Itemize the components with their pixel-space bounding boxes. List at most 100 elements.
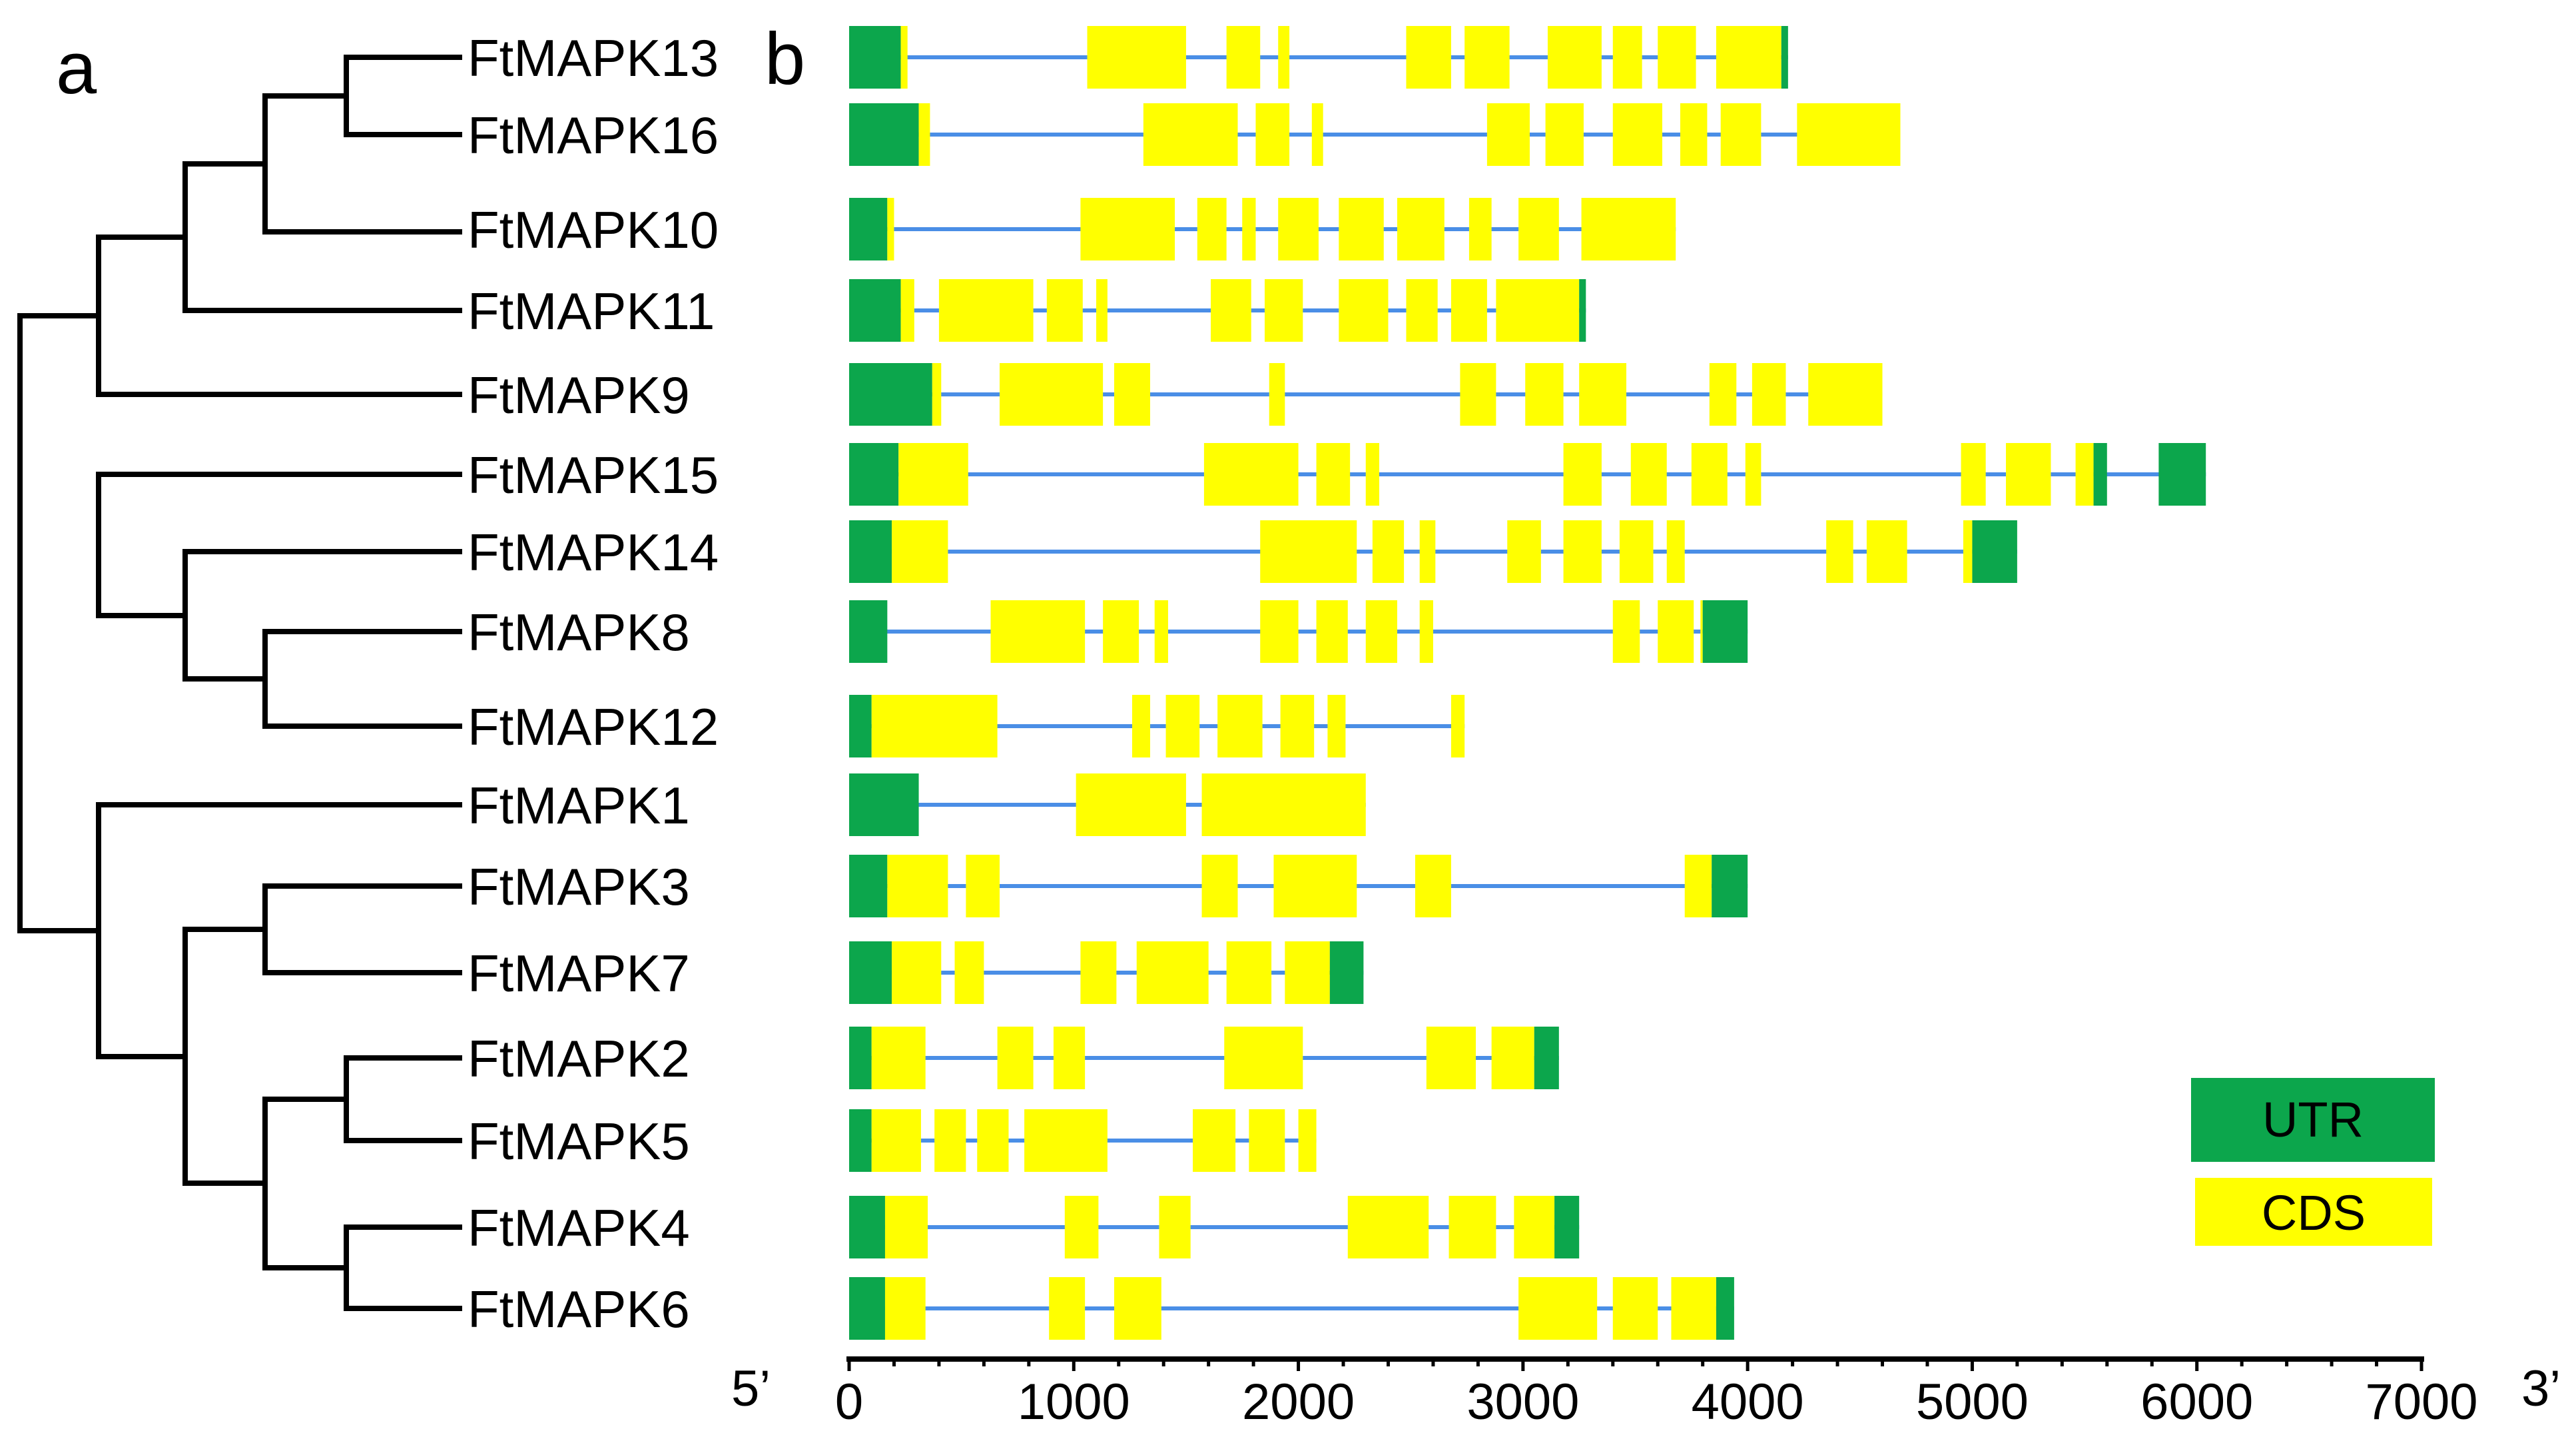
gene-row-ftmapk7	[849, 941, 1364, 1004]
cds-exon	[1619, 520, 1654, 583]
cds-exon	[1076, 773, 1186, 836]
utr-segment	[849, 443, 899, 506]
tree-branch-3-7	[262, 883, 462, 975]
cds-exon	[1165, 695, 1200, 757]
cds-exon	[1963, 520, 1973, 583]
gene-label-ftmapk11: FtMAPK11	[468, 282, 715, 340]
axis-tick-label: 7000	[2365, 1374, 2477, 1430]
cds-exon	[1201, 855, 1238, 917]
cds-exon	[1226, 26, 1261, 89]
utr-segment	[849, 695, 872, 757]
utr-segment	[1712, 855, 1748, 917]
cds-exon	[1131, 695, 1150, 757]
gene-label-ftmapk14: FtMAPK14	[468, 523, 719, 582]
cds-exon	[1961, 443, 1986, 506]
cds-exon	[1579, 363, 1627, 426]
cds-exon	[1612, 26, 1642, 89]
cds-exon	[1468, 198, 1492, 260]
utr-segment	[849, 855, 888, 917]
tree-branch-1-x	[96, 802, 462, 1059]
tree-branch-15-x	[96, 472, 462, 618]
cds-exon	[1507, 520, 1541, 583]
cds-exon	[1064, 1196, 1099, 1258]
gene-label-ftmapk13: FtMAPK13	[468, 29, 719, 87]
cds-exon	[1545, 103, 1584, 166]
cds-exon	[999, 363, 1104, 426]
cds-exon	[1154, 600, 1168, 663]
tree-branch-x-11	[182, 161, 462, 313]
gene-row-ftmapk14	[849, 520, 2017, 583]
cds-exon	[1024, 1109, 1108, 1172]
cds-exon	[887, 855, 948, 917]
phylogenetic-tree	[17, 55, 462, 1311]
cds-exon	[1087, 26, 1186, 89]
cds-exon	[1691, 443, 1728, 506]
tree-branch-1316-10	[262, 93, 462, 235]
gene-label-ftmapk10: FtMAPK10	[468, 201, 719, 259]
utr-segment	[849, 103, 919, 166]
cds-exon	[1049, 1277, 1086, 1340]
cds-exon	[1752, 363, 1786, 426]
legend-cds-swatch	[2195, 1178, 2432, 1246]
utr-segment	[1579, 279, 1586, 342]
cds-exon	[1496, 279, 1580, 342]
cds-exon	[1217, 695, 1263, 757]
cds-exon	[1419, 600, 1433, 663]
cds-exon	[1415, 855, 1451, 917]
cds-exon	[1700, 600, 1703, 663]
cds-exon	[977, 1109, 1009, 1172]
utr-segment	[1702, 600, 1748, 663]
axis-tick-label: 3000	[1466, 1374, 1579, 1430]
gene-row-ftmapk6	[849, 1277, 1734, 1340]
position-axis: 5’ 3’ 0 1000 2000 3000 4000 5000 6000 7000	[731, 1356, 2561, 1430]
utr-segment	[849, 941, 892, 1004]
utr-segment	[849, 773, 919, 836]
cds-exon	[1450, 279, 1487, 342]
cds-exon	[1518, 1277, 1598, 1340]
gene-row-ftmapk3	[849, 855, 1748, 917]
cds-exon	[1273, 855, 1357, 917]
gene-label-ftmapk4: FtMAPK4	[468, 1199, 690, 1257]
cds-exon	[898, 443, 968, 506]
cds-exon	[887, 198, 894, 260]
gene-label-ftmapk1: FtMAPK1	[468, 776, 690, 835]
legend-utr-label: UTR	[2262, 1092, 2364, 1147]
utr-segment	[1329, 941, 1364, 1004]
cds-exon	[1612, 600, 1640, 663]
cds-exon	[871, 1027, 926, 1089]
utr-segment	[849, 198, 888, 260]
cds-exon	[1143, 103, 1238, 166]
utr-segment	[849, 600, 888, 663]
tree-branch-13-16	[344, 55, 462, 137]
axis-ticks: 0 1000 2000 3000 4000 5000 6000 7000	[835, 1359, 2478, 1430]
cds-exon	[1547, 26, 1602, 89]
gene-row-ftmapk1	[849, 773, 1366, 836]
cds-exon	[1327, 695, 1346, 757]
axis-tick-label: 4000	[1692, 1374, 1804, 1430]
cds-exon	[1203, 443, 1299, 506]
cds-exon	[1372, 520, 1405, 583]
gene-row-ftmapk8	[849, 600, 1748, 663]
cds-exon	[1826, 520, 1853, 583]
cds-exon	[1658, 26, 1696, 89]
utr-segment	[849, 1196, 885, 1258]
gene-label-ftmapk5: FtMAPK5	[468, 1112, 690, 1171]
cds-exon	[1464, 26, 1510, 89]
cds-exon	[1808, 363, 1883, 426]
cds-exon	[918, 103, 930, 166]
utr-segment	[1781, 26, 1788, 89]
cds-exon	[1720, 103, 1762, 166]
cds-exon	[1201, 773, 1366, 836]
cds-exon	[1563, 443, 1602, 506]
cds-exon	[1316, 443, 1351, 506]
cds-exon	[871, 1109, 921, 1172]
cds-exon	[1491, 1027, 1534, 1089]
cds-exon	[1278, 26, 1290, 89]
cds-exon	[1406, 279, 1438, 342]
cds-exon	[1612, 103, 1662, 166]
gene-label-ftmapk2: FtMAPK2	[468, 1029, 690, 1088]
cds-exon	[1666, 520, 1685, 583]
utr-segment	[849, 1277, 885, 1340]
cds-exon	[1193, 1109, 1236, 1172]
cds-exon	[892, 520, 948, 583]
